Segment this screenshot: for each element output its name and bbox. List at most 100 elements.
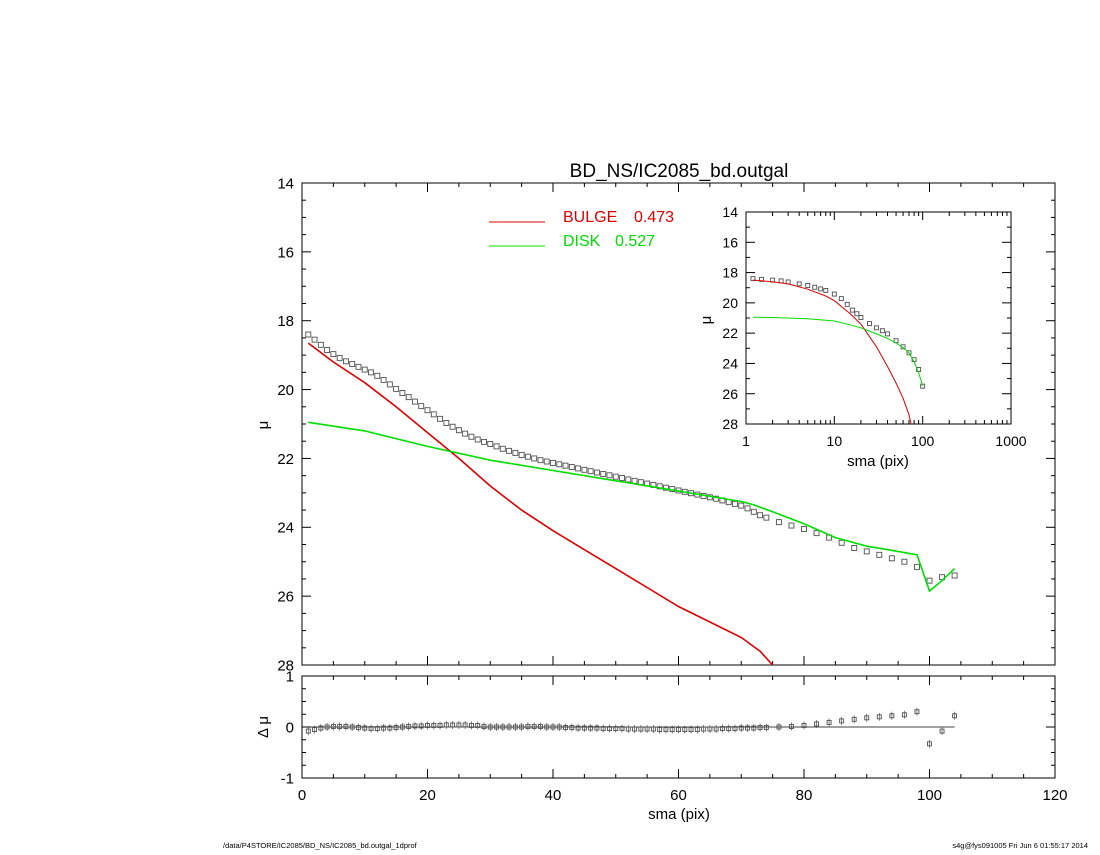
data-point: [562, 462, 569, 469]
x-tick-label: 0: [298, 787, 306, 804]
data-point: [550, 459, 556, 466]
data-point: [531, 455, 538, 462]
residual-y-axis-label: Δ μ: [255, 716, 272, 738]
data-point: [336, 354, 343, 361]
data-point: [462, 430, 469, 437]
residual-plot: 0 20 40 60 80 100 120-101: [281, 668, 1068, 804]
series-bulge-line: [752, 279, 912, 424]
data-point: [926, 577, 933, 584]
data-point: [851, 544, 858, 551]
legend-bulge-label: BULGE: [563, 209, 617, 226]
data-point: [631, 477, 638, 484]
data-point: [418, 403, 425, 410]
data-point: [349, 361, 356, 368]
data-point: [812, 284, 818, 290]
data-point: [600, 470, 607, 477]
data-point: [537, 457, 544, 464]
y-tick-label: 18: [277, 313, 294, 330]
data-point: [612, 473, 619, 480]
data-point: [581, 466, 588, 473]
main-plot: 14 16 18 20 22 24 26 28: [277, 175, 1056, 674]
data-point: [499, 445, 506, 452]
y-tick-label: 22: [277, 451, 294, 468]
data-point: [879, 328, 885, 334]
data-point: [437, 415, 443, 422]
data-point: [838, 296, 844, 302]
residual-data: [305, 707, 958, 748]
main-data: [305, 331, 958, 665]
x-tick-label: 100: [917, 787, 942, 804]
series-disk-line: [752, 316, 924, 387]
legend: BULGE 0.473 DISK 0.527: [489, 209, 674, 250]
data-point: [474, 436, 481, 443]
main-y-axis-label: μ: [255, 421, 272, 430]
x-tick-label: 80: [796, 787, 813, 804]
y-tick-label: 24: [277, 520, 294, 537]
series-bulge-line: [307, 342, 774, 665]
data-point: [801, 526, 807, 532]
residual-x-axis-label: sma (pix): [648, 806, 710, 823]
data-point: [317, 341, 324, 348]
y-tick-label: 20: [722, 295, 738, 311]
footer-stamp: s4g@fys091005 Fri Jun 6 01:55:17 2014: [952, 841, 1088, 850]
data-point: [738, 502, 745, 509]
data-point: [920, 383, 926, 389]
data-point: [844, 301, 850, 307]
data-point: [823, 287, 829, 293]
data-point: [524, 453, 531, 460]
data-point: [487, 441, 494, 447]
y-tick-label: 28: [277, 657, 294, 674]
data-point: [405, 394, 412, 401]
data-point: [914, 563, 920, 570]
data-point: [750, 508, 757, 515]
y-tick-label: 16: [722, 234, 738, 250]
main-title: BD_NS/IC2085_bd.outgal: [570, 161, 789, 182]
x-tick-label: 40: [545, 787, 562, 804]
data-point: [805, 282, 811, 288]
data-point: [858, 315, 864, 320]
data-point: [305, 331, 312, 338]
data-point: [430, 411, 437, 418]
y-tick-label: 0: [286, 719, 294, 736]
y-tick-label: 26: [277, 589, 294, 606]
data-point: [906, 350, 912, 356]
data-point: [311, 336, 318, 343]
data-point: [619, 475, 625, 482]
data-point: [867, 321, 872, 327]
legend-disk-label: DISK: [563, 233, 601, 250]
y-tick-label: 22: [722, 325, 738, 341]
data-point: [368, 369, 374, 376]
data-point: [412, 398, 418, 405]
x-tick-label: 60: [670, 787, 687, 804]
series-disk-line: [308, 421, 956, 593]
data-point: [854, 311, 860, 317]
data-point: [443, 420, 450, 426]
data-point: [481, 438, 487, 445]
data-point: [713, 495, 720, 502]
data-point: [744, 505, 751, 512]
legend-bulge-value: 0.473: [634, 209, 674, 226]
x-tick-label: 20: [419, 787, 436, 804]
data-point: [606, 472, 613, 479]
x-tick-label: 120: [1042, 787, 1067, 804]
data-point: [568, 464, 575, 470]
y-tick-label: 24: [722, 355, 738, 371]
data-point: [750, 276, 756, 282]
data-point: [455, 427, 462, 434]
data-point: [951, 572, 958, 579]
data-point: [468, 433, 475, 440]
y-tick-label: 14: [722, 204, 738, 220]
inset-plot: 1 10 100 1000 14 16 18 20 22 24 26 28: [722, 204, 1026, 449]
y-tick-label: -1: [281, 770, 294, 787]
data-point: [543, 458, 550, 465]
inset-y-axis-label: μ: [698, 316, 715, 325]
data-point: [888, 555, 895, 562]
data-point: [876, 551, 883, 558]
data-point: [342, 358, 349, 365]
data-point: [901, 558, 908, 565]
data-point: [763, 514, 770, 521]
x-tick-label: 1000: [995, 433, 1026, 449]
data-point: [831, 291, 837, 297]
data-point: [849, 307, 855, 313]
y-tick-label: 14: [277, 175, 294, 192]
